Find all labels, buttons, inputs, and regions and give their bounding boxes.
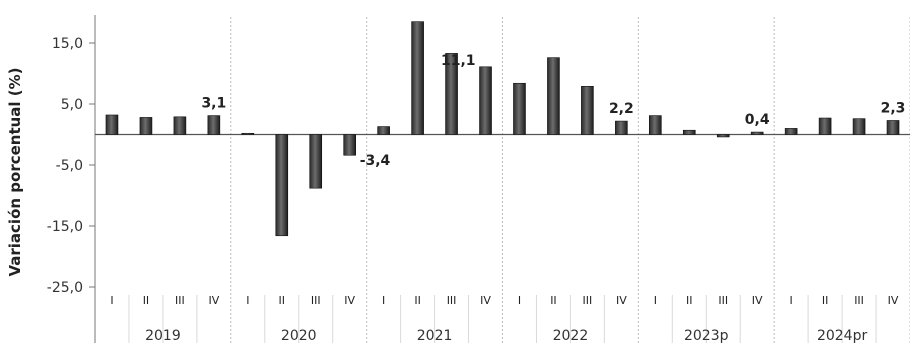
quarter-label: IV	[888, 294, 899, 307]
bar-2024pr-ii	[818, 117, 832, 135]
bar-2022-iv	[615, 120, 628, 135]
label-layer: I II III IV I II III IV I II III IV I II III IV I II III IV…	[110, 53, 905, 343]
bar-2020-iv	[343, 134, 356, 156]
y-axis-label: Variación porcentual (%)	[6, 67, 24, 276]
quarter-label: III	[583, 294, 593, 307]
bar-2023p-iv	[750, 131, 764, 135]
bar-2019-i	[105, 114, 119, 135]
bar-2023p-i	[649, 115, 662, 135]
y-tick-label: 5,0	[61, 97, 83, 113]
bar-2021-iv	[479, 66, 492, 135]
quarter-label: IV	[752, 294, 763, 307]
bar-2021-ii	[411, 21, 424, 135]
quarter-label: I	[382, 294, 385, 307]
bar-2020-ii	[275, 134, 289, 237]
data-label: 2,3	[881, 100, 906, 116]
quarter-label: I	[110, 294, 113, 307]
data-label: 11,1	[441, 53, 476, 69]
data-label: 0,4	[745, 112, 770, 128]
bar-2019-iv	[207, 115, 221, 135]
bar-2022-iii	[581, 86, 594, 135]
quarter-label: IV	[480, 294, 491, 307]
bar-2022-i	[513, 82, 526, 135]
quarter-label: III	[854, 294, 864, 307]
bar-2019-iii	[173, 116, 187, 135]
quarter-label: I	[790, 294, 793, 307]
quarter-label: II	[550, 294, 557, 307]
year-label: 2019	[145, 328, 181, 343]
year-label: 2024pr	[817, 328, 868, 343]
bar-2023p-ii	[682, 129, 696, 135]
quarter-label: I	[654, 294, 657, 307]
data-label: 2,2	[609, 101, 634, 117]
year-label: 2021	[417, 328, 453, 343]
bar-2021-i	[377, 126, 390, 135]
quarter-label: I	[518, 294, 521, 307]
bar-2024pr-iii	[852, 118, 866, 135]
bar-layer	[105, 21, 900, 237]
quarter-label: II	[279, 294, 286, 307]
grid-layer	[94, 17, 910, 343]
bar-2022-ii	[547, 57, 560, 135]
axis-layer: 15,0 5,0 -5,0 -15,0 -25,0	[47, 15, 910, 343]
y-tick-label: -5,0	[56, 158, 83, 174]
y-tick-label: 15,0	[52, 36, 83, 52]
bar-2019-ii	[139, 117, 153, 135]
data-label: -3,4	[360, 153, 391, 169]
quarter-label: II	[143, 294, 150, 307]
quarter-label: II	[414, 294, 421, 307]
quarter-label: III	[718, 294, 728, 307]
bar-2020-i	[241, 132, 255, 135]
data-label: 3,1	[201, 96, 226, 112]
bar-2024pr-i	[784, 128, 798, 135]
bar-2023p-iii	[716, 134, 730, 138]
quarter-label: II	[822, 294, 829, 307]
quarter-label: III	[175, 294, 185, 307]
bar-2021-iii	[445, 53, 458, 135]
quarter-label: IV	[344, 294, 355, 307]
y-tick-label: -25,0	[47, 280, 83, 296]
bar-2020-iii	[309, 134, 323, 189]
bar-2024pr-iv	[886, 120, 900, 135]
quarter-label: II	[686, 294, 693, 307]
quarter-label: IV	[208, 294, 219, 307]
quarter-label: IV	[616, 294, 627, 307]
y-tick-label: -15,0	[47, 219, 83, 235]
year-label: 2022	[553, 328, 589, 343]
year-label: 2020	[281, 328, 317, 343]
quarter-label: III	[447, 294, 457, 307]
quarter-label: III	[311, 294, 321, 307]
year-label: 2023p	[684, 328, 729, 343]
quarter-label: I	[246, 294, 249, 307]
